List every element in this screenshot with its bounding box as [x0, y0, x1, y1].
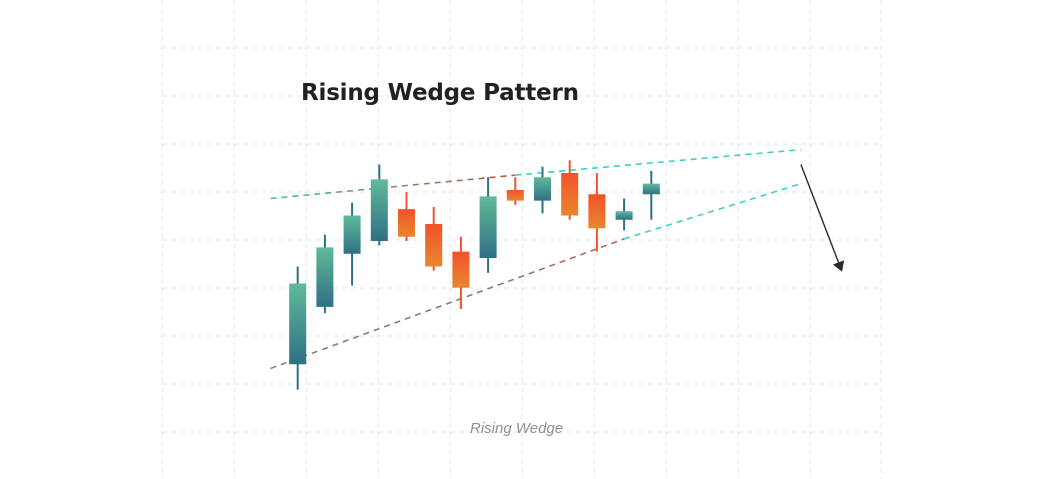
chart-title: Rising Wedge Pattern	[301, 80, 579, 106]
candlesticks	[289, 160, 660, 390]
candle	[425, 207, 443, 271]
candle-body	[370, 179, 388, 241]
candle	[370, 164, 388, 246]
candle-body	[289, 283, 307, 365]
candle	[316, 234, 334, 314]
candle-body	[343, 215, 361, 254]
candle	[452, 236, 470, 309]
upper-trendline	[270, 174, 516, 200]
grid	[161, 0, 882, 479]
candle-body	[398, 209, 415, 237]
candle	[343, 202, 361, 286]
candle-body	[425, 224, 443, 267]
candle-body	[534, 177, 551, 201]
candle-body	[615, 211, 633, 220]
candle-body	[479, 196, 497, 258]
lower-trendline	[270, 238, 625, 370]
breakdown-arrow	[800, 164, 845, 272]
candle	[561, 160, 579, 220]
candle	[479, 177, 497, 273]
candle	[534, 166, 551, 214]
candle-body	[561, 173, 579, 216]
upper-trendline-extension	[515, 148, 801, 176]
candle-body	[316, 247, 334, 307]
candle	[506, 177, 524, 205]
candle	[289, 266, 307, 390]
candle	[588, 173, 606, 252]
candle-body	[642, 183, 660, 195]
candle	[615, 198, 633, 231]
candle-body	[506, 190, 524, 201]
candle	[398, 192, 415, 241]
lower-trendline-extension	[623, 182, 802, 240]
candle	[642, 170, 660, 220]
trendlines	[270, 148, 802, 370]
candle-body	[452, 251, 470, 288]
candle-body	[588, 194, 606, 229]
chart-caption: Rising Wedge	[470, 420, 564, 437]
down-arrow	[800, 164, 845, 272]
